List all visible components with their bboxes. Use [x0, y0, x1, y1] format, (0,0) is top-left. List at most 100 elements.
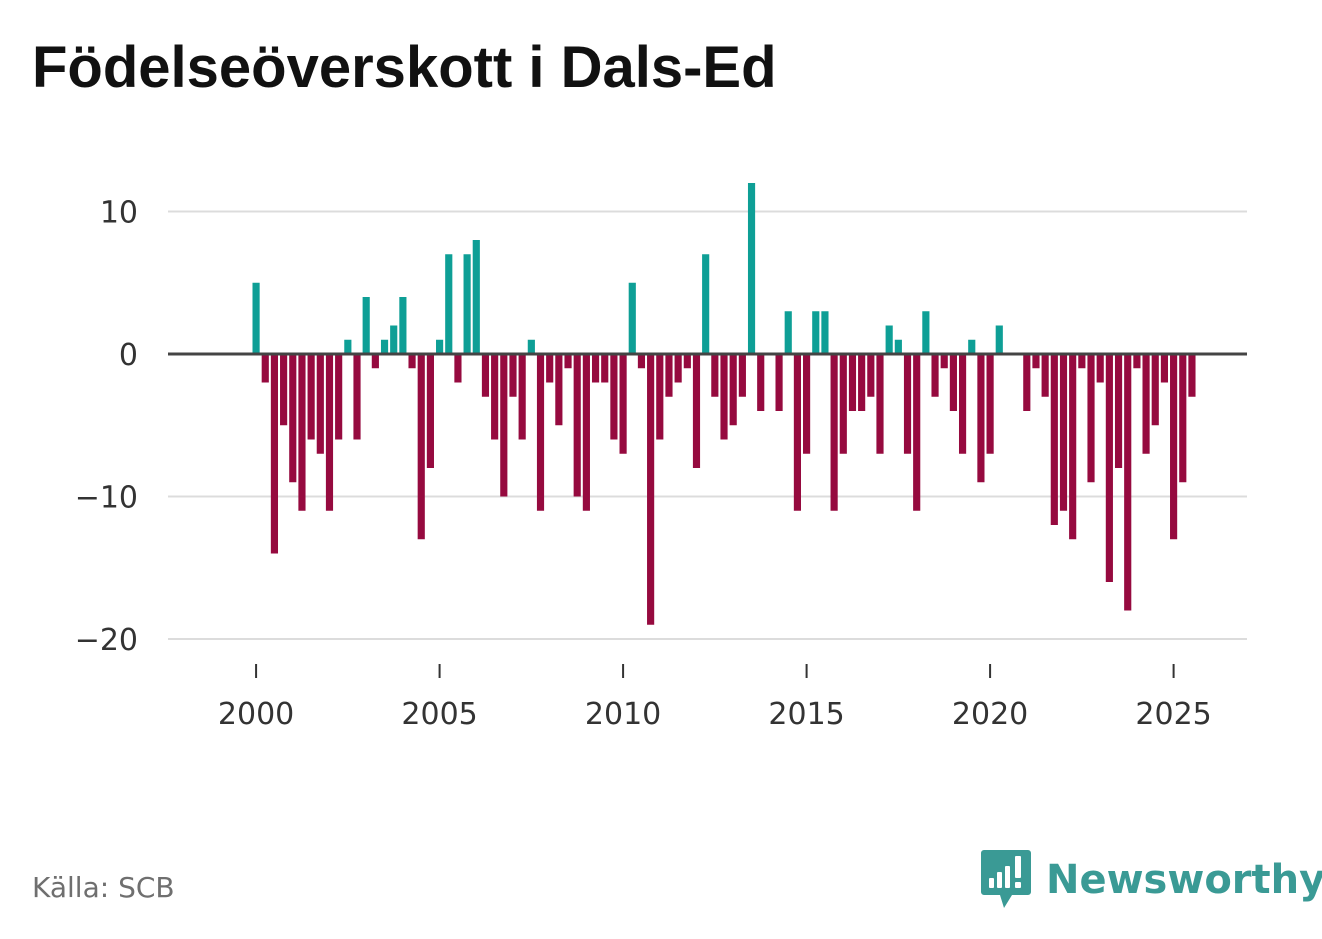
bar — [1069, 354, 1077, 540]
bar — [720, 354, 728, 440]
bar — [1023, 354, 1031, 411]
bar — [1179, 354, 1187, 483]
bar — [931, 354, 939, 397]
bar — [417, 354, 425, 540]
bar — [390, 325, 398, 354]
bar — [601, 354, 609, 383]
bar — [1142, 354, 1150, 454]
bar — [307, 354, 315, 440]
bar — [775, 354, 783, 411]
x-tick-label: 2010 — [585, 697, 661, 732]
bar — [564, 354, 572, 369]
bar — [729, 354, 737, 426]
bar — [1105, 354, 1113, 582]
newsworthy-logo-icon — [981, 850, 1031, 908]
bar — [858, 354, 866, 411]
bar — [481, 354, 490, 397]
bar — [371, 354, 379, 369]
x-axis-ticks: 2000 2005 2010 2015 2020 2025 — [218, 664, 1212, 732]
bar — [940, 354, 948, 369]
source-label: Källa: SCB — [32, 871, 175, 904]
bar — [619, 354, 627, 454]
bar — [665, 354, 673, 397]
bar — [830, 354, 838, 511]
bar — [527, 339, 535, 354]
bar — [803, 354, 811, 454]
y-tick-label: −20 — [75, 623, 138, 658]
bar — [408, 354, 416, 369]
bar — [252, 282, 260, 354]
bar — [426, 354, 434, 468]
bar — [1170, 354, 1178, 540]
x-tick-label: 2015 — [768, 697, 844, 732]
bar — [922, 311, 930, 354]
bar — [876, 354, 884, 454]
bar — [903, 354, 912, 454]
bar — [647, 354, 655, 625]
bar — [958, 354, 967, 454]
bar — [839, 354, 847, 454]
bar — [1096, 354, 1104, 383]
bar — [1160, 354, 1169, 383]
bar — [380, 339, 389, 354]
bar — [335, 354, 343, 440]
bar — [683, 354, 691, 369]
chart-title: Födelseöverskott i Dals-Ed — [32, 35, 777, 100]
x-tick-label: 2005 — [401, 697, 477, 732]
bar — [436, 339, 444, 354]
bar — [536, 354, 545, 511]
gridlines — [168, 210, 1247, 640]
bar — [454, 354, 462, 383]
bar — [885, 325, 893, 354]
bar — [913, 354, 921, 511]
bar — [399, 297, 407, 354]
bar — [821, 311, 829, 354]
bar — [995, 325, 1003, 354]
brand-logo: Newsworthy — [980, 848, 1322, 912]
bar — [1114, 354, 1123, 468]
bar — [509, 354, 517, 397]
bar — [573, 354, 581, 497]
bar — [491, 354, 499, 440]
bar — [949, 354, 957, 411]
bars — [252, 183, 1196, 625]
bar — [1032, 354, 1040, 369]
bar — [757, 354, 765, 411]
bar — [582, 354, 590, 511]
y-axis-ticks: 10 0 −10 −20 — [75, 196, 138, 659]
bar — [702, 254, 710, 354]
brand-name: Newsworthy — [1046, 857, 1322, 903]
bar — [784, 311, 792, 354]
bar — [1078, 354, 1086, 369]
bar — [1050, 354, 1058, 525]
bar — [711, 354, 719, 397]
bar — [968, 339, 976, 354]
bar — [867, 354, 875, 397]
bar — [344, 339, 352, 354]
bar — [1133, 354, 1141, 369]
bar — [637, 354, 646, 369]
bar — [500, 354, 508, 497]
bar — [472, 240, 480, 354]
x-tick-label: 2020 — [952, 697, 1028, 732]
bar — [1151, 354, 1159, 426]
bar — [1188, 354, 1196, 397]
bar — [894, 339, 902, 354]
bar — [353, 354, 361, 440]
bar — [270, 354, 279, 554]
bar — [546, 354, 554, 383]
bar — [298, 354, 306, 511]
bar — [674, 354, 682, 383]
bar — [463, 254, 471, 354]
y-tick-label: −10 — [75, 481, 138, 516]
y-tick-label: 10 — [100, 196, 138, 231]
bar — [738, 354, 746, 397]
bar — [812, 311, 820, 354]
bar — [986, 354, 994, 454]
x-tick-label: 2000 — [218, 697, 294, 732]
bar — [555, 354, 563, 426]
y-tick-label: 0 — [119, 338, 138, 373]
bar — [747, 183, 756, 354]
bar — [289, 354, 297, 483]
